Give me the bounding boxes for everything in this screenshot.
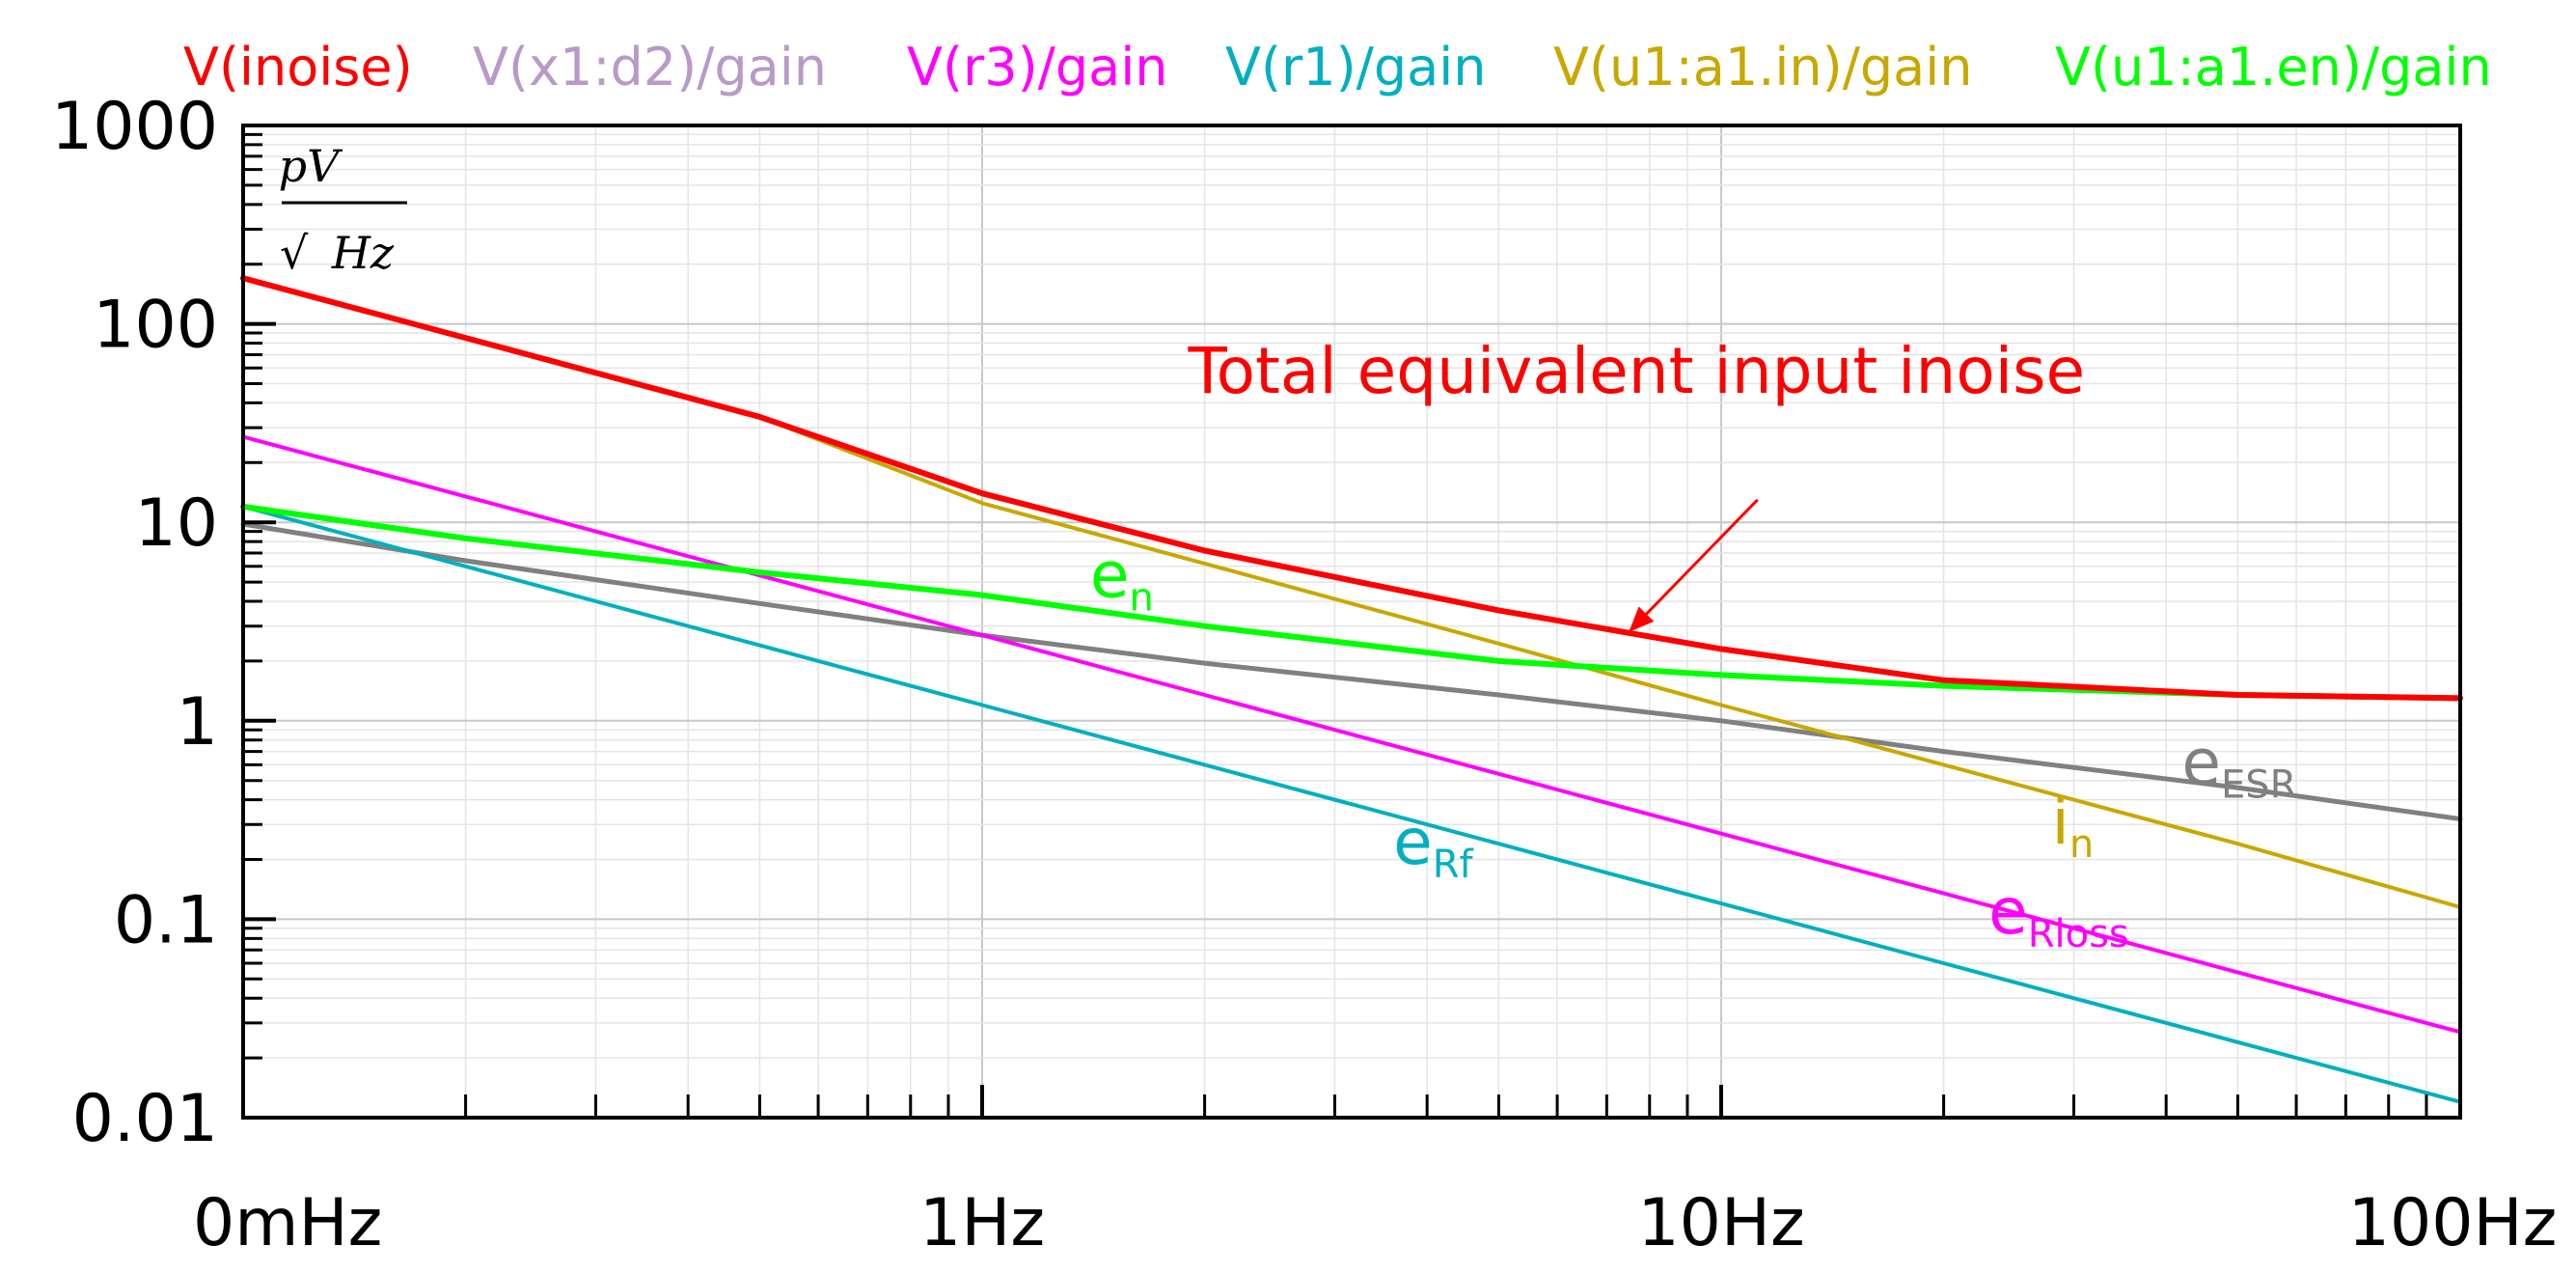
x-tick-label: 100Hz <box>2348 1185 2558 1261</box>
curve-label-sub: n <box>2069 822 2094 867</box>
curve-label-sub: n <box>1130 576 1154 621</box>
plot-frame <box>241 124 2462 1120</box>
annotation-text: Total equivalent input inoise <box>1188 334 2086 408</box>
y-tick-label: 10 <box>134 485 218 562</box>
legend-entry: V(inoise) <box>183 37 413 97</box>
curve-label-sub: Rloss <box>2028 912 2129 956</box>
series-line-v-r3-gain <box>241 434 2462 1035</box>
curve-label-e-esr: eESR <box>2181 725 2296 807</box>
legend: V(inoise) V(x1:d2)/gain V(r3)/gain V(r1)/ga… <box>183 37 2492 97</box>
curve-label-e-rf: eRf <box>1393 805 1473 887</box>
curve-label-sub: Rf <box>1433 843 1474 887</box>
annotation-arrow-line <box>1628 498 1759 633</box>
curve-label-sub: ESR <box>2221 762 2296 807</box>
series-line-v-r1-gain <box>241 504 2462 1104</box>
y-tick-label: 1 <box>177 684 218 761</box>
annotation-arrow-head <box>1629 606 1655 632</box>
curve-label-e-n: en <box>1090 539 1154 621</box>
unit-radical: √ <box>280 227 309 279</box>
axis-ticks: 0mHz 1Hz 10Hz 100Hz 1000 100 10 1 0.1 0.01 <box>51 89 2557 1261</box>
x-tick-label: 0mHz <box>193 1185 382 1261</box>
y-tick-label: 100 <box>93 288 218 364</box>
y-unit-label: pV √ Hz <box>279 140 407 279</box>
unit-numerator: pV <box>279 140 343 192</box>
grid-lines <box>242 125 2460 1119</box>
x-tick-label: 10Hz <box>1637 1185 1804 1261</box>
curve-label-main: e <box>1090 539 1130 613</box>
series-line-v-inoise- <box>240 275 2463 702</box>
legend-entry: V(u1:a1.en)/gain <box>2055 37 2492 97</box>
curve-label-main: e <box>2181 725 2221 799</box>
unit-denominator: Hz <box>331 227 395 279</box>
curve-label-main: e <box>1988 874 2028 949</box>
y-tick-label: 0.1 <box>114 882 218 958</box>
x-tick-label: 1Hz <box>919 1185 1045 1261</box>
curve-label-main: e <box>1393 805 1433 879</box>
curve-label-e-rloss: eRloss <box>1988 874 2129 956</box>
plot-border <box>241 124 2462 1120</box>
curve-label-i-n: in <box>2052 785 2095 867</box>
y-tick-label: 0.01 <box>72 1081 218 1157</box>
curve-label-main: i <box>2052 785 2069 859</box>
legend-entry: V(x1:d2)/gain <box>473 37 827 97</box>
y-tick-label: 1000 <box>51 89 218 165</box>
legend-entry: V(r3)/gain <box>907 37 1167 97</box>
annotations: Total equivalent input inoise <box>1188 334 2086 633</box>
legend-entry: V(u1:a1.in)/gain <box>1553 37 1972 97</box>
series-lines <box>240 275 2463 1104</box>
series-line-v-x1-d2-gain <box>240 521 2463 821</box>
legend-entry: V(r1)/gain <box>1225 37 1486 97</box>
